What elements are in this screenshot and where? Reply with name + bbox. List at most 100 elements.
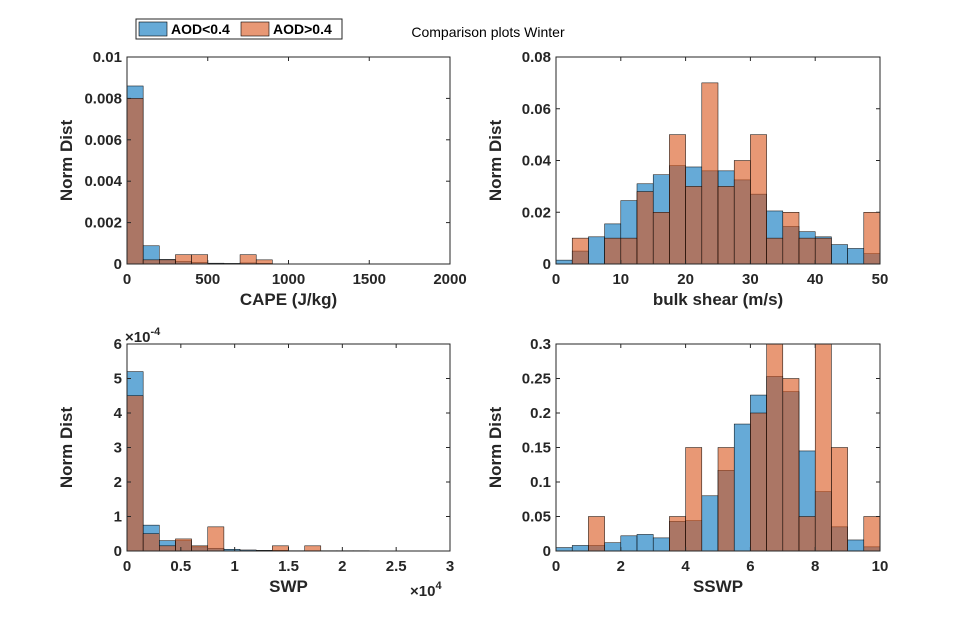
chart4-ytick-label-7: 0.3 [530, 336, 551, 353]
chart4-series-2-bar-10 [831, 447, 848, 552]
chart3-series-2-bar-3 [159, 545, 176, 552]
chart3-series-2-bar-1 [126, 395, 144, 552]
chart4-panel: 0 2 4 6 8 10 0 0.05 0.1 0.15 0.2 0.25 0.3 SSWP Norm Di… [486, 336, 888, 596]
chart2-ytick-label-4: 0.06 [522, 101, 551, 118]
chart2-ytick-label-5: 0.08 [522, 49, 551, 66]
chart1-series-2-bar-7 [255, 259, 273, 265]
chart4-series-2-bar-2 [669, 516, 686, 552]
chart4-ytick-label-4: 0.15 [522, 440, 551, 457]
chart2-xtick-label-4: 30 [742, 271, 759, 288]
chart4-ytick-label-2: 0.05 [522, 509, 551, 526]
chart4-series-2-bar-1 [588, 516, 605, 552]
chart3-ytick-label-1: 0 [114, 543, 122, 560]
chart1-ylabel: Norm Dist [57, 120, 76, 202]
chart1-xlabel: CAPE (J/kg) [240, 290, 337, 309]
legend-label-aod-high: AOD>0.4 [273, 21, 332, 37]
chart3-xtick-label-1: 0 [123, 558, 131, 575]
chart1-xtick-label-2: 500 [195, 271, 220, 288]
chart3-xtick-label-3: 1 [230, 558, 238, 575]
chart4-series-1-bar-19 [847, 539, 865, 552]
chart3-plot-area [127, 344, 450, 551]
chart4-ytick-label-1: 0 [543, 543, 551, 560]
chart2-xtick-label-2: 10 [612, 271, 629, 288]
chart3-panel: 0 0.5 1 1.5 2 2.5 3 0 1 2 3 4 5 6 SWP Norm Dist ×10-4 ×10… [57, 326, 454, 600]
chart3-ytick-label-3: 2 [114, 474, 122, 491]
chart4-series-2-bar-7 [782, 378, 800, 552]
chart3-xtick-label-5: 2 [338, 558, 346, 575]
chart2-series-2-bar-3 [620, 237, 638, 265]
chart2-series-2-bar-15 [814, 237, 832, 265]
chart4-xtick-label-4: 6 [746, 558, 754, 575]
chart3-series-2-bar-6 [207, 526, 225, 552]
chart2-ylabel: Norm Dist [486, 120, 505, 202]
chart3-series-2-bar-5 [191, 545, 209, 552]
chart1-series-2-bar-2 [142, 259, 160, 265]
chart4-xlabel: SSWP [693, 577, 743, 596]
chart2-series-2-bar-6 [669, 134, 686, 265]
chart4-series-1-bar-6 [636, 534, 654, 552]
chart3-series-2-bar-2 [142, 533, 160, 552]
chart4-series-2-bar-11 [863, 516, 881, 552]
chart4-series-2-bar-6 [766, 343, 784, 552]
chart2-series-2-bar-2 [604, 237, 622, 265]
chart2-ytick-label-2: 0.02 [522, 204, 551, 221]
chart2-series-2-bar-7 [685, 186, 703, 265]
chart1-ytick-label-3: 0.004 [84, 173, 122, 190]
chart4-xtick-label-3: 4 [681, 558, 690, 575]
chart1-panel: 0 500 1000 1500 2000 0 0.002 0.004 0.006 0.008 0.0… [57, 49, 467, 309]
chart2-series-1-bar-19 [847, 248, 865, 265]
chart4-ytick-label-6: 0.25 [522, 371, 551, 388]
chart2-xtick-label-1: 0 [552, 271, 560, 288]
chart3-xtick-label-6: 2.5 [386, 558, 407, 575]
chart2-series-2-bar-11 [750, 134, 767, 265]
chart3-xtick-label-7: 3 [446, 558, 454, 575]
chart4-ytick-label-5: 0.2 [530, 405, 551, 422]
chart1-xtick-label-1: 0 [123, 271, 131, 288]
chart4-series-1-bar-2 [571, 545, 589, 552]
chart4-ytick-label-3: 0.1 [530, 474, 551, 491]
chart2-series-2-bar-4 [636, 191, 654, 265]
chart4-series-2 [588, 343, 881, 552]
chart1-xtick-label-4: 1500 [353, 271, 386, 288]
panels: 0 500 1000 1500 200000.0020.0040.0060.0080.0… [57, 49, 888, 600]
chart3-series-2-bar-7 [272, 545, 289, 552]
chart2-xlabel: bulk shear (m/s) [653, 290, 783, 309]
chart2-xtick-label-3: 20 [677, 271, 694, 288]
legend: AOD<0.4 AOD>0.4 [135, 18, 343, 40]
chart4-xtick-label-1: 0 [552, 558, 560, 575]
chart2-series-1-bar-18 [831, 244, 848, 265]
chart2-series-2 [571, 82, 881, 265]
chart2-ytick-label-3: 0.04 [522, 153, 552, 170]
chart4-series-2-bar-3 [685, 447, 703, 552]
chart1-ytick-label-4: 0.006 [84, 132, 122, 149]
chart3-yscale-multiplier: ×10-4 [125, 326, 161, 346]
chart4-xtick-label-5: 8 [811, 558, 819, 575]
chart2-series-2-bar-16 [863, 212, 881, 265]
chart4-series-1-bar-12 [733, 423, 751, 552]
chart2-series-2-bar-10 [733, 160, 751, 265]
chart1-xtick-label-3: 1000 [272, 271, 305, 288]
chart1-series-2-bar-6 [239, 254, 257, 265]
chart4-ylabel: Norm Dist [486, 407, 505, 489]
figure-title: Comparison plots Winter [411, 24, 565, 40]
chart3-ylabel: Norm Dist [57, 407, 76, 489]
chart2-xtick-label-6: 50 [872, 271, 889, 288]
chart1-xtick-label-5: 2000 [433, 271, 466, 288]
chart4-series-2-bar-5 [750, 412, 767, 552]
chart2-series-2-bar-8 [701, 82, 719, 265]
chart1-series-2-bar-5 [191, 254, 209, 265]
chart2-series-2-bar-9 [717, 186, 735, 265]
chart4-series-2-bar-4 [717, 447, 735, 552]
chart1-series-2-bar-3 [159, 259, 176, 265]
chart2-series-2-bar-14 [798, 237, 816, 265]
chart3-series-2 [126, 395, 322, 552]
chart3-xtick-label-2: 0.5 [170, 558, 191, 575]
chart3-ytick-label-7: 6 [114, 336, 122, 353]
chart2-panel: 0 10 20 30 40 50 0 0.02 0.04 0.06 0.08 bulk shear (… [486, 49, 888, 309]
chart4-series-1-bar-10 [701, 495, 719, 552]
chart4-series-2-bar-9 [814, 343, 832, 552]
chart3-xlabel: SWP [269, 577, 308, 596]
chart4-series-1-bar-5 [620, 535, 638, 552]
chart3-xscale-multiplier: ×104 [410, 580, 442, 600]
